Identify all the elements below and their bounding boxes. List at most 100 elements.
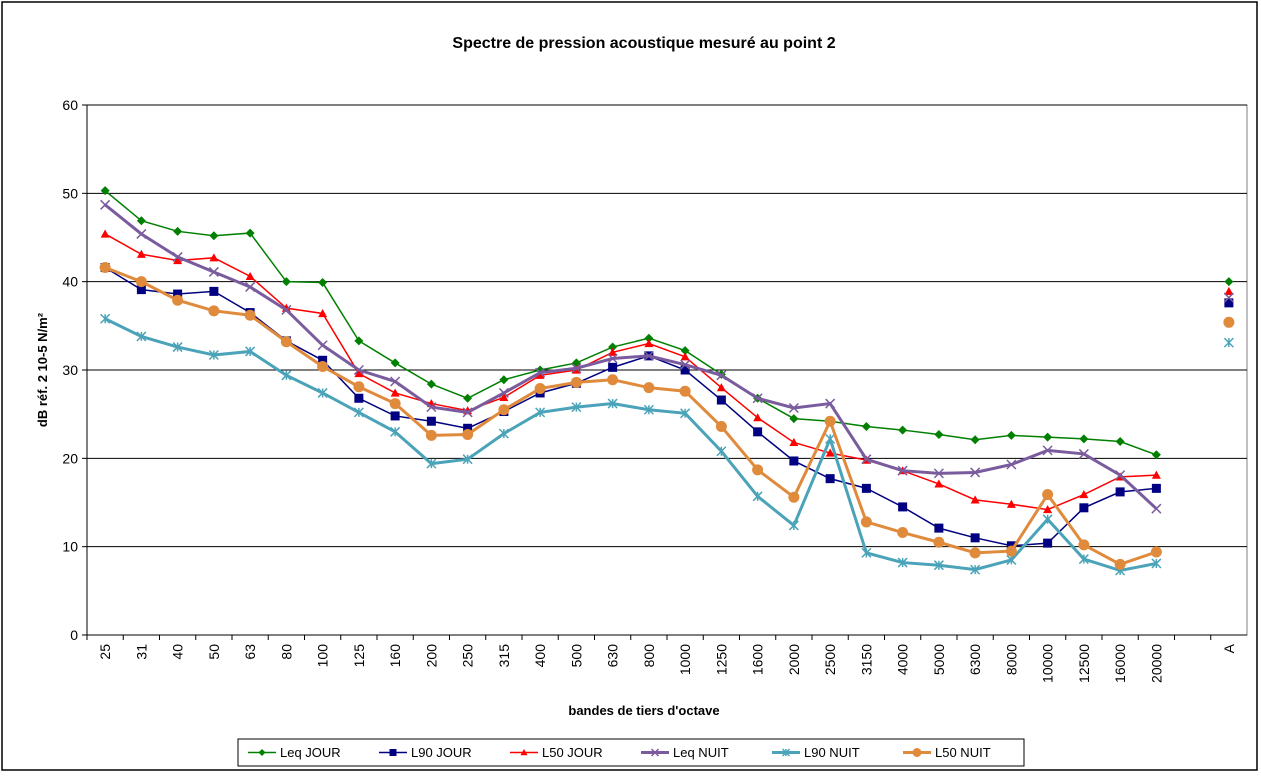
x-tick-label: 80 <box>278 644 294 660</box>
x-tick-label: 12500 <box>1076 644 1092 683</box>
marker <box>897 527 909 539</box>
x-tick-label: 800 <box>641 644 657 668</box>
marker <box>1079 434 1089 444</box>
x-tick-label: 500 <box>568 644 584 668</box>
marker <box>281 277 291 287</box>
marker <box>789 437 799 447</box>
marker <box>1151 483 1161 493</box>
x-tick-label: 200 <box>423 644 439 668</box>
legend-label: L50 JOUR <box>542 745 603 760</box>
marker <box>245 271 255 280</box>
marker <box>1151 470 1161 479</box>
marker <box>172 294 184 306</box>
marker <box>99 262 111 274</box>
marker <box>208 266 219 277</box>
marker <box>426 379 436 389</box>
marker <box>498 387 509 398</box>
x-tick-label: 25 <box>97 644 113 660</box>
x-tick-label: 5000 <box>931 644 947 675</box>
marker <box>354 393 364 403</box>
x-tick-label: 160 <box>387 644 403 668</box>
marker <box>281 304 292 315</box>
marker <box>1042 445 1053 456</box>
x-tick-label: 1250 <box>713 644 729 675</box>
marker <box>1006 459 1017 470</box>
marker <box>897 465 908 476</box>
x-tick-label: 63 <box>242 644 258 660</box>
marker <box>650 748 660 757</box>
marker <box>861 454 872 465</box>
marker <box>861 483 871 493</box>
marker <box>825 433 836 444</box>
marker <box>136 331 147 342</box>
marker <box>426 402 437 413</box>
marker <box>100 199 111 210</box>
marker <box>970 533 980 543</box>
marker <box>1224 277 1234 287</box>
y-tick-label: 50 <box>62 185 78 201</box>
marker <box>426 416 436 426</box>
x-tick-label: 1600 <box>750 644 766 675</box>
marker <box>643 404 654 415</box>
marker <box>824 415 836 427</box>
marker <box>898 425 908 435</box>
marker <box>680 365 690 375</box>
marker <box>1043 505 1053 514</box>
marker <box>781 748 791 757</box>
marker <box>463 406 473 415</box>
legend-label: L50 NUIT <box>935 745 991 760</box>
marker <box>245 228 255 238</box>
marker <box>100 186 110 196</box>
marker <box>318 278 328 288</box>
marker <box>498 428 509 439</box>
marker <box>861 422 871 432</box>
x-tick-label: 8000 <box>1003 644 1019 675</box>
marker <box>912 748 922 757</box>
marker <box>136 228 147 239</box>
marker <box>390 411 400 421</box>
marker <box>389 398 401 410</box>
x-tick-label: 400 <box>532 644 548 668</box>
marker <box>1043 432 1053 442</box>
marker <box>897 557 908 568</box>
marker <box>389 749 397 756</box>
marker <box>1115 487 1125 497</box>
marker <box>390 358 400 368</box>
marker <box>1078 539 1090 551</box>
marker <box>970 467 981 478</box>
marker <box>535 407 546 418</box>
marker <box>280 336 292 348</box>
x-tick-label: 315 <box>496 644 512 668</box>
marker <box>1151 503 1162 514</box>
y-tick-label: 30 <box>62 362 78 378</box>
marker <box>1042 489 1054 501</box>
legend-label: Leq NUIT <box>673 745 729 760</box>
marker <box>934 479 944 488</box>
marker <box>571 363 582 374</box>
y-tick-label: 10 <box>62 539 78 555</box>
marker <box>520 749 528 756</box>
y-tick-label: 0 <box>70 627 78 643</box>
marker <box>788 520 799 531</box>
marker <box>1078 448 1089 459</box>
marker <box>1115 437 1125 447</box>
marker <box>1005 545 1017 557</box>
marker <box>608 347 618 356</box>
legend-label: Leq JOUR <box>280 745 341 760</box>
marker <box>136 249 146 258</box>
marker <box>680 352 690 361</box>
marker <box>644 339 654 348</box>
marker <box>1223 316 1235 328</box>
marker <box>970 435 980 445</box>
marker <box>825 474 835 484</box>
x-tick-label: 100 <box>315 644 331 668</box>
marker <box>317 387 328 398</box>
marker <box>716 446 727 457</box>
x-tick-label: 20000 <box>1148 644 1164 683</box>
marker <box>425 429 437 441</box>
marker <box>680 359 691 370</box>
marker <box>1223 292 1234 303</box>
marker <box>716 370 727 381</box>
marker <box>318 308 328 318</box>
x-tick-label: 6300 <box>967 644 983 675</box>
